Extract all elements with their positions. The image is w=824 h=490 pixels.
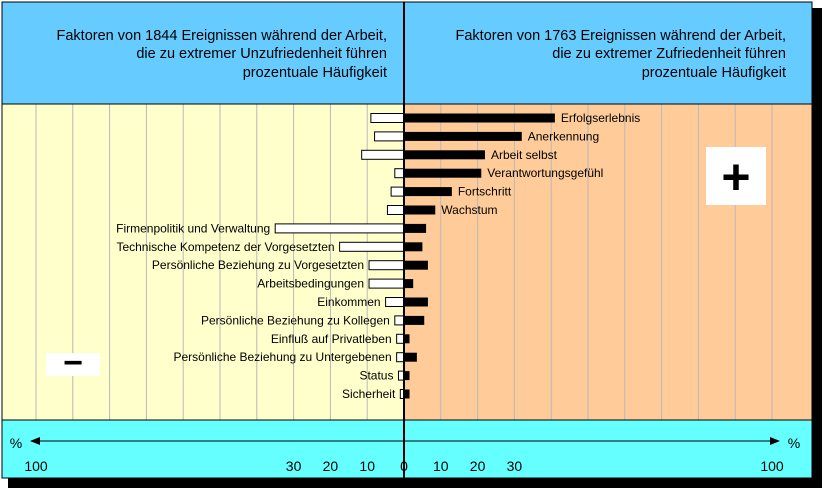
bar-dissatisfaction [385,297,405,307]
factor-label: Firmenpolitik und Verwaltung [116,221,270,235]
plus-badge [706,147,766,205]
plus-symbol: + [721,149,750,205]
bar-satisfaction [404,168,482,178]
factor-label: Einkommen [317,295,380,309]
bar-dissatisfaction [368,260,405,271]
x-axis-tick-label: 20 [323,458,339,474]
bar-satisfaction [404,297,428,307]
factor-label: Sicherheit [342,387,396,401]
bar-dissatisfaction [394,168,405,179]
bar-satisfaction [404,334,410,344]
minus-badge [46,353,100,376]
factor-label: Arbeit selbst [491,148,558,162]
bar-satisfaction [404,371,410,381]
bar-dissatisfaction [394,315,405,326]
title-right-line-3: prozentuale Häufigkeit [642,65,786,81]
factor-label: Fortschritt [458,185,512,199]
factor-label: Technische Kompetenz der Vorgesetzten [116,240,334,254]
bar-dissatisfaction [396,333,405,344]
factor-label: Persönliche Beziehung zu Vorgesetzten [152,258,364,272]
factor-label: Status [359,369,393,383]
title-left-line-3: prozentuale Häufigkeit [243,65,387,81]
factor-label: Anerkennung [528,129,599,143]
bars-group [274,113,555,399]
bar-satisfaction [404,260,428,270]
x-axis-tick-label: 10 [433,458,449,474]
bar-satisfaction [404,205,436,215]
bar-satisfaction [404,113,555,123]
bar-satisfaction [404,389,410,399]
x-axis-tick-label: 10 [359,458,375,474]
x-axis-tick-label: 0 [400,458,408,474]
factor-label: Persönliche Beziehung zu Untergebenen [173,350,391,364]
bar-dissatisfaction [339,241,405,252]
bar-dissatisfaction [386,205,405,215]
bar-dissatisfaction [361,149,405,160]
bar-satisfaction [404,352,417,362]
title-left-line-2: die zu extremer Unzufriedenheit führen [136,46,387,62]
factor-label: Wachstum [441,203,497,217]
bar-dissatisfaction [368,278,405,289]
bar-dissatisfaction [396,352,405,363]
bar-satisfaction [404,223,427,233]
axis-band [2,420,812,478]
x-axis-tick-label: 100 [760,458,784,474]
x-axis-tick-label: 30 [286,458,302,474]
x-axis-tick-label: 100 [24,458,48,474]
x-axis-tick-label: 20 [470,458,486,474]
factor-label: Einfluß auf Privatleben [271,332,392,346]
x-axis-arrow-right [770,437,780,445]
x-axis-unit-right: % [788,435,800,451]
header-left-panel [1,1,405,105]
bar-dissatisfaction [370,113,405,123]
title-left-line-1: Faktoren von 1844 Ereignissen während de… [57,28,387,44]
bar-dissatisfaction [390,186,405,197]
x-axis-unit-left: % [10,435,22,451]
bar-dissatisfaction [374,131,405,142]
bar-satisfaction [404,242,423,252]
minus-symbol: − [63,344,83,382]
x-axis-arrow-left [30,437,40,445]
bar-dissatisfaction [274,223,405,234]
outer-frame [1,1,813,479]
bar-satisfaction [404,150,485,160]
x-axis-tick-labels: 100 30 20 10 0 10 20 30 100 [24,458,784,474]
labels-group: Erfolgserlebnis Anerkennung Arbeit selbst V… [116,111,640,401]
factor-label: Persönliche Beziehung zu Kollegen [201,313,390,327]
title-right-line-2: die zu extremer Zufriedenheit führen [552,46,786,62]
bar-satisfaction [404,131,522,141]
x-axis-tick-label: 30 [507,458,523,474]
bar-satisfaction [404,279,414,289]
factor-label: Verantwortungsgefühl [487,166,603,180]
title-right-line-1: Faktoren von 1763 Ereignissen während de… [456,28,786,44]
factor-label: Erfolgserlebnis [561,111,640,125]
factor-label: Arbeitsbedingungen [257,277,364,291]
bar-satisfaction [404,187,452,197]
bar-satisfaction [404,315,425,325]
